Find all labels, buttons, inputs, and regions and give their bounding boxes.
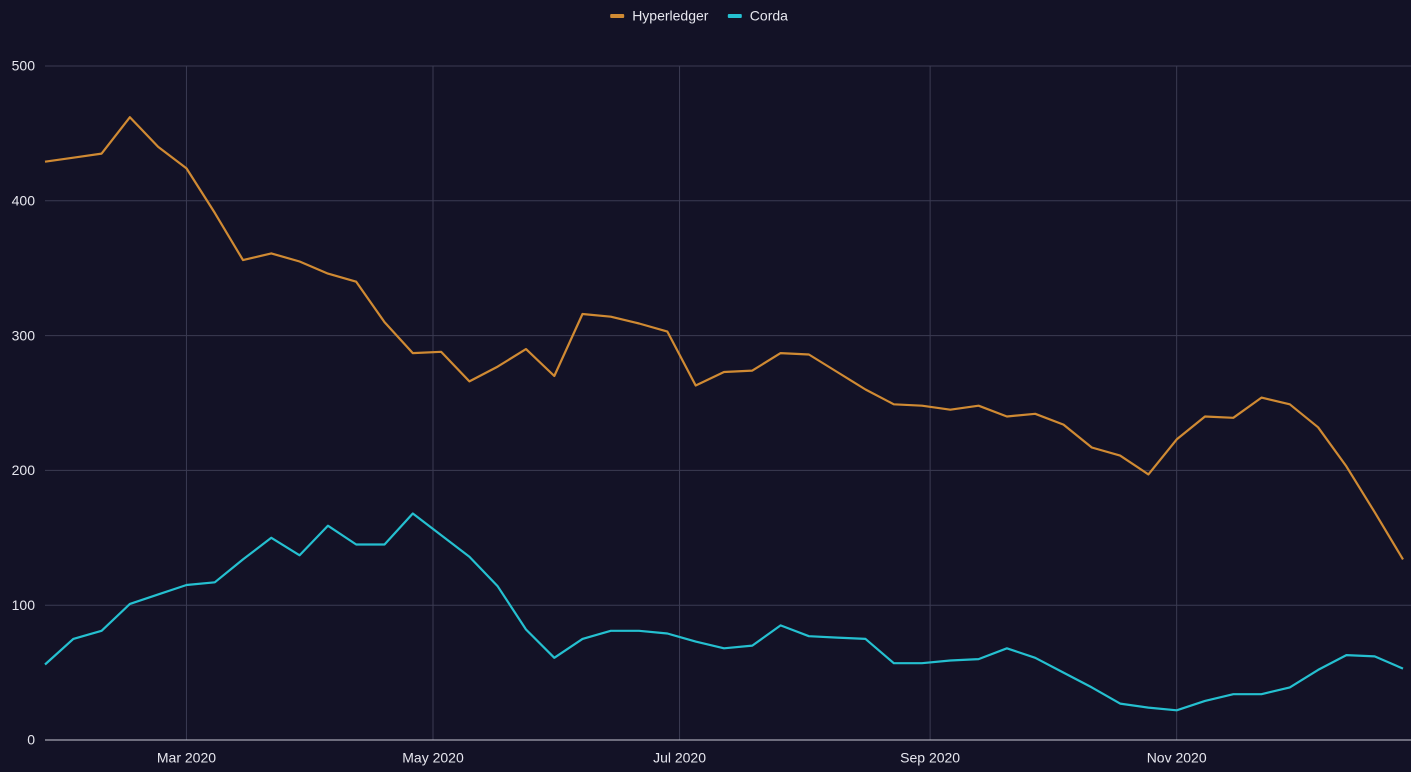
line-series [44,512,1404,712]
legend: Hyperledger Corda [610,8,788,24]
legend-swatch [610,14,625,18]
x-tick-label: Jul 2020 [653,750,706,766]
x-tick-label: Sep 2020 [900,750,960,766]
x-tick-label: May 2020 [402,750,464,766]
x-tick-label: Mar 2020 [157,750,216,766]
line-series [44,116,1404,560]
y-tick-label: 500 [12,58,36,74]
legend-label: Corda [750,8,788,24]
x-tick-label: Nov 2020 [1147,750,1207,766]
y-tick-label: 100 [12,597,36,613]
legend-swatch [727,14,742,18]
y-tick-label: 400 [12,193,36,209]
legend-label: Hyperledger [632,8,709,24]
y-tick-label: 200 [12,462,36,478]
y-tick-label: 300 [12,327,36,343]
y-tick-label: 0 [27,732,35,748]
